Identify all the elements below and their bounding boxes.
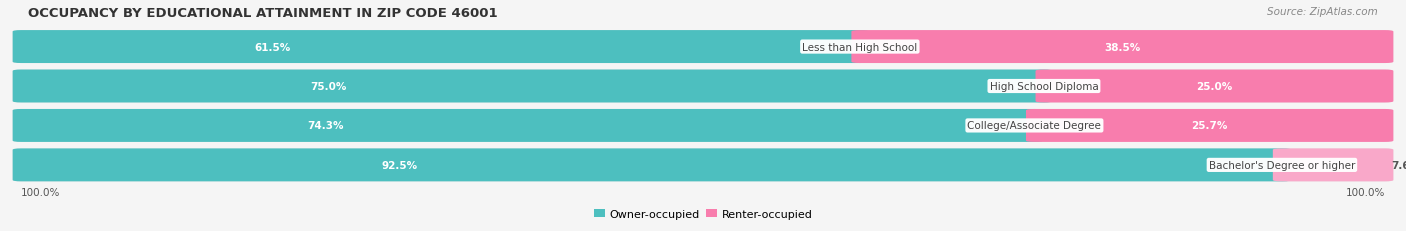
Text: College/Associate Degree: College/Associate Degree — [967, 121, 1101, 131]
Text: 25.7%: 25.7% — [1191, 121, 1227, 131]
Text: Source: ZipAtlas.com: Source: ZipAtlas.com — [1267, 7, 1378, 17]
FancyBboxPatch shape — [13, 149, 1291, 182]
FancyBboxPatch shape — [13, 31, 1393, 64]
Legend: Owner-occupied, Renter-occupied: Owner-occupied, Renter-occupied — [589, 204, 817, 223]
FancyBboxPatch shape — [13, 70, 1393, 103]
Text: Less than High School: Less than High School — [803, 42, 918, 52]
Text: High School Diploma: High School Diploma — [990, 82, 1098, 92]
FancyBboxPatch shape — [13, 109, 1393, 142]
Text: 38.5%: 38.5% — [1104, 42, 1140, 52]
Text: Bachelor's Degree or higher: Bachelor's Degree or higher — [1209, 160, 1355, 170]
Text: 61.5%: 61.5% — [254, 42, 291, 52]
FancyBboxPatch shape — [1272, 149, 1393, 182]
FancyBboxPatch shape — [13, 70, 1052, 103]
FancyBboxPatch shape — [1035, 70, 1393, 103]
Text: OCCUPANCY BY EDUCATIONAL ATTAINMENT IN ZIP CODE 46001: OCCUPANCY BY EDUCATIONAL ATTAINMENT IN Z… — [28, 7, 498, 20]
FancyBboxPatch shape — [1026, 109, 1393, 142]
Text: 74.3%: 74.3% — [307, 121, 343, 131]
Text: 75.0%: 75.0% — [309, 82, 346, 92]
Text: 7.6%: 7.6% — [1392, 160, 1406, 170]
FancyBboxPatch shape — [13, 31, 869, 64]
FancyBboxPatch shape — [13, 149, 1393, 182]
FancyBboxPatch shape — [852, 31, 1393, 64]
FancyBboxPatch shape — [13, 109, 1043, 142]
Text: 25.0%: 25.0% — [1197, 82, 1233, 92]
Text: 100.0%: 100.0% — [1346, 187, 1385, 197]
Text: 100.0%: 100.0% — [21, 187, 60, 197]
Text: 92.5%: 92.5% — [381, 160, 418, 170]
